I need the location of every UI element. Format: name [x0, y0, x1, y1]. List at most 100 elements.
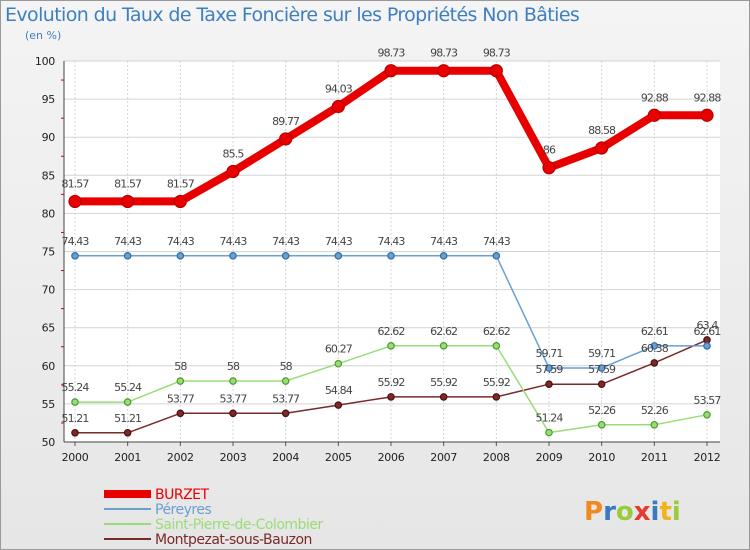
series-3-point — [176, 409, 185, 418]
series-3-point — [387, 393, 395, 401]
series-2-point — [334, 359, 343, 368]
series-0-data-label: 88.58 — [588, 124, 616, 137]
series-3-data-label: 51.21 — [62, 412, 89, 425]
logo-letter: P — [584, 497, 603, 527]
series-0-point — [542, 161, 556, 175]
series-3-point — [650, 359, 659, 367]
logo-letter: x — [634, 497, 651, 527]
series-3-data-label: 60.38 — [641, 342, 669, 355]
logo-letter: i — [651, 497, 660, 527]
series-1-point — [229, 252, 237, 260]
series-2-data-label: 60.27 — [325, 343, 353, 356]
series-3-point — [439, 393, 448, 401]
series-1-point — [334, 252, 343, 260]
series-1-point — [439, 252, 448, 260]
series-1-data-label: 74.43 — [220, 235, 248, 248]
x-tick-label: 2006 — [378, 451, 405, 464]
series-2-data-label: 58 — [280, 360, 293, 373]
series-0-data-label: 81.57 — [114, 177, 142, 190]
series-2-data-label: 55.24 — [114, 381, 142, 394]
series-2-point — [281, 377, 290, 385]
x-tick-label: 2011 — [641, 451, 668, 464]
y-tick-label: 95 — [42, 93, 56, 106]
series-2-point — [176, 377, 185, 385]
series-0-point — [226, 164, 240, 179]
series-1-data-label: 74.43 — [272, 235, 300, 248]
series-0-point — [331, 99, 345, 114]
series-2-data-label: 58 — [174, 360, 187, 373]
logo-letter: r — [603, 497, 616, 527]
series-1-data-label: 74.43 — [430, 235, 458, 248]
x-tick-label: 2004 — [272, 451, 299, 464]
legend-label: BURZET — [155, 487, 210, 503]
series-0-data-label: 94.03 — [325, 82, 353, 95]
series-2-point — [492, 342, 501, 350]
series-1-data-label: 74.43 — [167, 235, 195, 248]
series-0-data-label: 89.77 — [272, 115, 300, 128]
y-tick-label: 85 — [42, 169, 56, 182]
series-2-data-label: 62.62 — [430, 325, 457, 338]
y-tick-label: 55 — [42, 398, 56, 411]
y-tick-label: 70 — [42, 284, 56, 297]
x-tick-label: 2009 — [536, 451, 563, 464]
series-3-data-label: 53.77 — [167, 392, 195, 405]
y-tick-label: 100 — [35, 55, 55, 68]
series-1-data-label: 62.61 — [694, 325, 721, 338]
series-2-data-label: 62.62 — [378, 325, 405, 338]
legend-label: Péreyres — [155, 502, 211, 518]
x-tick-label: 2012 — [694, 451, 721, 464]
series-1-data-label: 74.43 — [325, 235, 353, 248]
series-3-data-label: 57.59 — [536, 363, 564, 376]
series-3-data-label: 51.21 — [114, 412, 141, 425]
series-2-data-label: 55.24 — [62, 381, 90, 394]
y-tick-label: 80 — [42, 207, 56, 220]
series-1-point — [281, 252, 290, 260]
series-1-point — [650, 342, 659, 350]
series-1-data-label: 59.71 — [588, 347, 615, 360]
series-2-data-label: 51.24 — [536, 412, 564, 425]
series-2-point — [650, 420, 659, 429]
series-0-point — [384, 64, 398, 78]
series-1-point — [387, 252, 395, 260]
series-0-point — [489, 64, 503, 78]
series-3-point — [597, 380, 606, 388]
series-3-data-label: 53.77 — [272, 392, 300, 405]
series-0-data-label: 81.57 — [62, 177, 90, 190]
series-3-point — [123, 428, 132, 437]
series-3-data-label: 55.92 — [378, 376, 405, 389]
series-0-data-label: 92.88 — [694, 91, 722, 104]
series-2-data-label: 52.26 — [588, 404, 616, 417]
series-1-data-label: 74.43 — [114, 235, 142, 248]
series-3-point — [334, 401, 343, 409]
series-0-data-label: 86 — [543, 144, 556, 157]
series-2-data-label: 58 — [227, 360, 240, 373]
proxiti-logo: Proxiti — [584, 497, 681, 527]
series-0-point — [68, 194, 82, 209]
series-1-data-label: 62.61 — [641, 325, 668, 338]
series-3-point — [281, 409, 290, 418]
legend-label: Montpezat-sous-Bauzon — [155, 532, 312, 548]
series-3-data-label: 55.92 — [430, 376, 457, 389]
series-2-data-label: 53.57 — [694, 394, 722, 407]
x-tick-label: 2001 — [114, 451, 141, 464]
logo-letter: t — [659, 497, 671, 527]
series-3-data-label: 57.59 — [588, 363, 616, 376]
series-0-data-label: 98.73 — [430, 47, 458, 60]
series-2-point — [439, 342, 448, 350]
series-2-point — [71, 398, 79, 406]
series-3-point — [71, 428, 79, 437]
x-tick-label: 2007 — [430, 451, 457, 464]
series-1-point — [703, 342, 711, 350]
series-1-data-label: 59.71 — [536, 347, 563, 360]
series-3-point — [229, 409, 237, 418]
x-tick-label: 2002 — [167, 451, 194, 464]
series-1-data-label: 74.43 — [62, 235, 90, 248]
y-tick-label: 65 — [42, 322, 56, 335]
x-tick-label: 2005 — [325, 451, 352, 464]
series-0-data-label: 98.73 — [483, 47, 511, 60]
series-1-point — [71, 252, 79, 260]
series-2-data-label: 62.62 — [483, 325, 510, 338]
series-2-point — [123, 398, 132, 406]
x-tick-label: 2008 — [483, 451, 510, 464]
